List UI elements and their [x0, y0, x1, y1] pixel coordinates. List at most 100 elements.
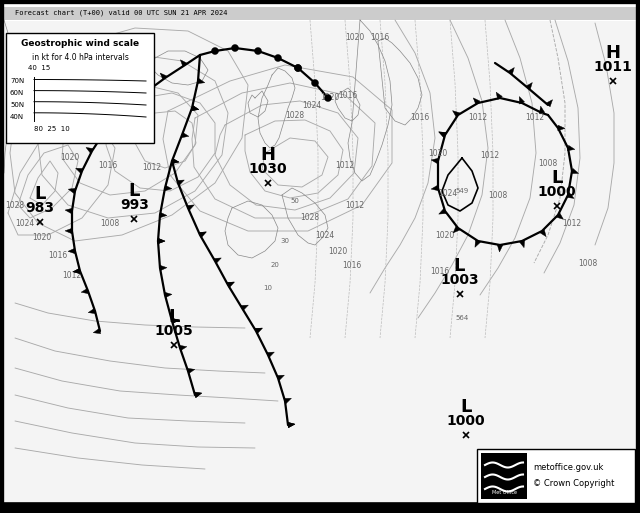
Text: 50N: 50N: [10, 102, 24, 108]
Text: 40  15: 40 15: [28, 65, 51, 71]
Text: 60N: 60N: [10, 90, 24, 96]
Text: L: L: [460, 398, 472, 416]
Bar: [477, 449, 635, 503]
Polygon shape: [568, 145, 575, 151]
Polygon shape: [73, 268, 80, 274]
Polygon shape: [164, 185, 172, 191]
Polygon shape: [65, 228, 72, 234]
Polygon shape: [73, 268, 80, 274]
Polygon shape: [227, 282, 234, 287]
Text: 993: 993: [120, 198, 149, 212]
Text: © Crown Copyright: © Crown Copyright: [533, 480, 614, 488]
Polygon shape: [88, 308, 95, 313]
Text: 1012: 1012: [143, 164, 161, 172]
Text: 1024: 1024: [438, 188, 458, 198]
Bar: [481, 453, 527, 499]
Polygon shape: [439, 132, 446, 137]
Circle shape: [232, 45, 239, 51]
Polygon shape: [556, 213, 563, 220]
Polygon shape: [199, 232, 206, 238]
Text: L: L: [34, 185, 45, 203]
Polygon shape: [566, 192, 574, 199]
Polygon shape: [497, 245, 503, 252]
Polygon shape: [197, 78, 205, 84]
Text: 1016: 1016: [371, 33, 390, 43]
Polygon shape: [267, 352, 275, 358]
Polygon shape: [177, 180, 184, 186]
Polygon shape: [241, 305, 248, 310]
Text: 1012: 1012: [563, 219, 582, 227]
Polygon shape: [194, 392, 202, 398]
Text: H: H: [260, 146, 275, 164]
Text: 1016: 1016: [410, 113, 429, 123]
Polygon shape: [287, 422, 295, 428]
Circle shape: [211, 48, 218, 54]
Text: H: H: [605, 44, 621, 62]
Text: 1012: 1012: [346, 201, 365, 209]
Text: L: L: [454, 256, 465, 274]
Polygon shape: [452, 111, 460, 117]
Polygon shape: [172, 318, 179, 324]
Circle shape: [255, 48, 262, 54]
Text: 1012: 1012: [481, 150, 500, 160]
Text: 1020: 1020: [321, 93, 340, 103]
Text: 1003: 1003: [440, 272, 479, 287]
Polygon shape: [508, 68, 515, 75]
Polygon shape: [520, 240, 525, 248]
Polygon shape: [519, 96, 525, 104]
Text: 1012: 1012: [63, 270, 81, 280]
Polygon shape: [558, 125, 565, 131]
Polygon shape: [160, 212, 167, 218]
Polygon shape: [255, 328, 262, 333]
Text: 564: 564: [456, 315, 468, 321]
Polygon shape: [191, 105, 199, 111]
Text: Forecast chart (T+00) valid 00 UTC SUN 21 APR 2024: Forecast chart (T+00) valid 00 UTC SUN 2…: [15, 10, 227, 16]
Text: 1012: 1012: [525, 113, 545, 123]
Text: L: L: [551, 169, 563, 187]
Polygon shape: [475, 240, 481, 247]
Text: 1020: 1020: [346, 33, 365, 43]
Text: Met Office: Met Office: [492, 490, 516, 496]
Text: 549: 549: [456, 188, 468, 194]
Text: 50: 50: [291, 198, 300, 204]
Polygon shape: [214, 258, 221, 264]
Bar: [6, 33, 154, 143]
Polygon shape: [194, 392, 202, 398]
Polygon shape: [65, 208, 72, 214]
Polygon shape: [164, 292, 172, 298]
Text: 1011: 1011: [594, 60, 632, 74]
Polygon shape: [86, 147, 93, 153]
Polygon shape: [179, 345, 187, 351]
Polygon shape: [540, 106, 545, 113]
Text: 40N: 40N: [10, 114, 24, 120]
Polygon shape: [431, 185, 438, 191]
Polygon shape: [172, 159, 179, 164]
Polygon shape: [496, 92, 502, 100]
Polygon shape: [158, 238, 165, 244]
Text: 20: 20: [271, 262, 280, 268]
Circle shape: [294, 65, 301, 71]
Circle shape: [324, 94, 332, 102]
Polygon shape: [76, 168, 83, 173]
Text: 1012: 1012: [468, 113, 488, 123]
Polygon shape: [81, 288, 88, 294]
Text: 983: 983: [25, 201, 54, 215]
Polygon shape: [287, 422, 295, 428]
Text: 1028: 1028: [5, 201, 24, 209]
Polygon shape: [99, 127, 107, 133]
Text: 1030: 1030: [248, 162, 287, 176]
Circle shape: [275, 54, 282, 62]
Polygon shape: [439, 132, 446, 137]
Polygon shape: [68, 188, 76, 193]
Text: L: L: [168, 308, 180, 326]
Text: 1020: 1020: [33, 233, 52, 243]
Text: 1024: 1024: [302, 101, 322, 109]
Circle shape: [294, 65, 301, 71]
Text: 1016: 1016: [342, 261, 362, 269]
Polygon shape: [188, 368, 195, 373]
Text: 1016: 1016: [339, 90, 358, 100]
Text: 1000: 1000: [447, 413, 485, 428]
Text: 1024: 1024: [15, 219, 35, 227]
Polygon shape: [439, 209, 446, 214]
Text: Geostrophic wind scale: Geostrophic wind scale: [21, 38, 139, 48]
